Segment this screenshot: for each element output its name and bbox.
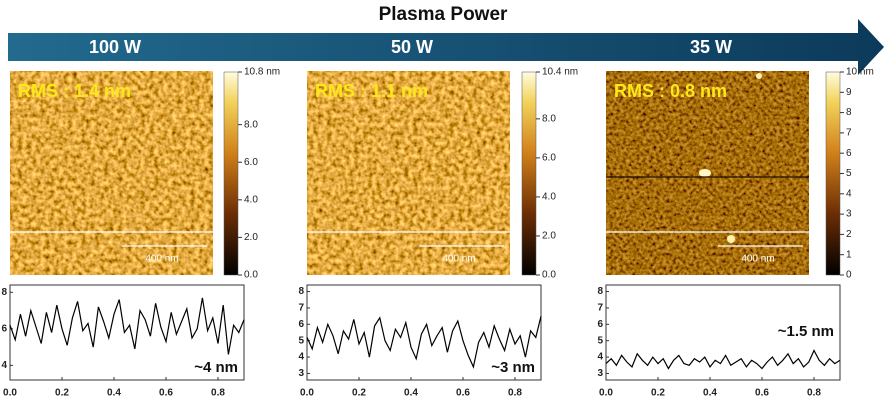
colorbar-tick-label: 7 (846, 128, 852, 139)
x-tick-label: 0.2 (55, 388, 69, 399)
x-tick-label: 0.0 (599, 388, 613, 399)
y-tick-label: 4 (298, 352, 304, 363)
plot-frame (9, 284, 245, 381)
colorbar-tick-label: 6 (846, 148, 852, 159)
particle (756, 73, 762, 79)
x-tick-label: 0.6 (456, 388, 470, 399)
y-tick-label: 8 (597, 286, 603, 297)
colorbar-tick-label: 0.0 (542, 270, 556, 281)
x-tick-label: 0.8 (508, 388, 522, 399)
colorbar (825, 71, 841, 276)
colorbar-tick-label: 4 (846, 188, 852, 199)
colorbar-tick-label: 1 (846, 249, 852, 260)
profile-annotation: ~4 nm (194, 359, 238, 376)
x-tick-label: 0.6 (755, 388, 769, 399)
power-label: 50 W (391, 37, 433, 57)
x-tick-label: 0.8 (807, 388, 821, 399)
y-tick-label: 3 (597, 368, 603, 379)
x-tick-label: 0.6 (159, 388, 173, 399)
colorbar-tick-label: 10.8 nm (244, 67, 280, 78)
rms-label: RMS : 0.8 nm (614, 81, 727, 101)
y-tick-label: 5 (298, 335, 304, 346)
y-tick-label: 4 (1, 360, 7, 371)
y-tick-label: 8 (298, 286, 304, 297)
profile-annotation: ~3 nm (491, 359, 535, 376)
y-tick-label: 8 (1, 287, 7, 298)
x-tick-label: 0.4 (107, 388, 121, 399)
afm-image (10, 71, 213, 275)
x-tick-label: 0.4 (404, 388, 418, 399)
colorbar-tick-label: 2.0 (244, 232, 258, 243)
x-tick-label: 0.8 (211, 388, 225, 399)
y-tick-label: 6 (1, 323, 7, 334)
y-tick-label: 6 (298, 319, 304, 330)
x-tick-label: 0.0 (300, 388, 314, 399)
profile-line (306, 315, 542, 369)
colorbar-tick-label: 6.0 (542, 153, 556, 164)
colorbar-tick-label: 4.0 (542, 192, 556, 203)
y-tick-label: 5 (597, 335, 603, 346)
colorbar-tick-label: 8.0 (542, 113, 556, 124)
colorbar-tick-label: 5 (846, 168, 852, 179)
colorbar-tick-label: 3 (846, 209, 852, 220)
power-arrow (8, 19, 884, 75)
colorbar-tick-label: 8 (846, 107, 852, 118)
colorbar-tick-label: 10.4 nm (542, 67, 578, 78)
y-tick-label: 4 (597, 352, 603, 363)
y-tick-label: 7 (298, 303, 304, 314)
particle (699, 169, 711, 177)
y-tick-label: 6 (597, 319, 603, 330)
x-tick-label: 0.4 (703, 388, 717, 399)
plot-frame (605, 284, 841, 381)
colorbar-tick-label: 9 (846, 87, 852, 98)
scale-bar-label: 400 nm (442, 254, 475, 265)
figure-title: Plasma Power (379, 4, 508, 25)
particle (727, 235, 735, 243)
colorbar-tick-label: 8.0 (244, 119, 258, 130)
power-label: 100 W (89, 37, 141, 57)
profile-line (605, 349, 841, 370)
colorbar (223, 71, 239, 276)
power-label: 35 W (690, 37, 732, 57)
colorbar-tick-label: 0.0 (244, 270, 258, 281)
profile-line (9, 297, 245, 355)
colorbar-tick-label: 10 nm (846, 67, 874, 78)
x-tick-label: 0.0 (3, 388, 17, 399)
colorbar-tick-label: 2 (846, 229, 852, 240)
colorbar-tick-label: 4.0 (244, 194, 258, 205)
colorbar-tick-label: 6.0 (244, 157, 258, 168)
scale-bar-label: 400 nm (741, 254, 774, 265)
x-tick-label: 0.2 (352, 388, 366, 399)
y-tick-label: 3 (298, 368, 304, 379)
afm-image (307, 71, 510, 275)
rms-label: RMS : 1.1 nm (315, 81, 428, 101)
y-tick-label: 7 (597, 303, 603, 314)
colorbar (521, 71, 537, 276)
profile-annotation: ~1.5 nm (778, 323, 834, 340)
colorbar-tick-label: 0 (846, 270, 852, 281)
x-tick-label: 0.2 (651, 388, 665, 399)
rms-label: RMS : 1.4 nm (18, 81, 131, 101)
plot-frame (306, 284, 542, 381)
scale-bar-label: 400 nm (145, 254, 178, 265)
colorbar-tick-label: 2.0 (542, 231, 556, 242)
